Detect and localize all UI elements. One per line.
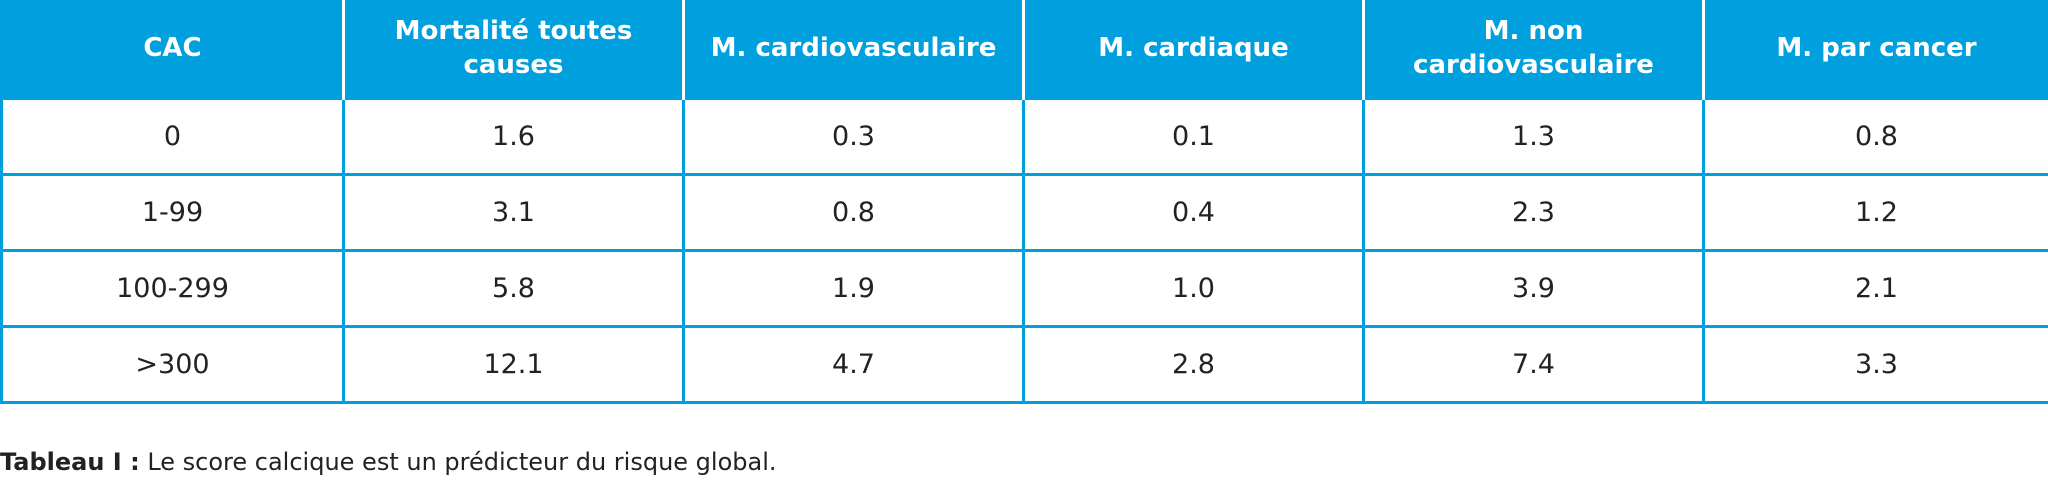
header-non-cardiovascular: M. non cardiovasculaire — [1362, 0, 1705, 98]
cell-cardiac: 0.1 — [1022, 96, 1365, 176]
table-row: >300 12.1 4.7 2.8 7.4 3.3 — [0, 324, 2048, 404]
cell-all-cause: 1.6 — [342, 96, 685, 176]
cell-all-cause: 3.1 — [342, 172, 685, 252]
table-caption: Tableau I : Le score calcique est un pré… — [0, 447, 777, 477]
header-cardiovascular: M. cardiovasculaire — [682, 0, 1025, 98]
cell-cancer: 3.3 — [1702, 324, 2048, 404]
cell-cardiovascular: 0.3 — [682, 96, 1025, 176]
table-row: 0 1.6 0.3 0.1 1.3 0.8 — [0, 96, 2048, 176]
cell-cardiac: 1.0 — [1022, 248, 1365, 328]
caption-text: Le score calcique est un prédicteur du r… — [139, 448, 777, 476]
cell-cac: >300 — [0, 324, 345, 404]
mortality-table: CAC Mortalité toutes causes M. cardiovas… — [0, 0, 2048, 404]
table-body: 0 1.6 0.3 0.1 1.3 0.8 1-99 3.1 0.8 0.4 2… — [0, 96, 2048, 404]
cell-non-cardiovascular: 2.3 — [1362, 172, 1705, 252]
header-cac: CAC — [0, 0, 345, 98]
header-cardiac: M. cardiaque — [1022, 0, 1365, 98]
cell-non-cardiovascular: 3.9 — [1362, 248, 1705, 328]
cell-cancer: 1.2 — [1702, 172, 2048, 252]
cell-cardiac: 0.4 — [1022, 172, 1365, 252]
cell-all-cause: 12.1 — [342, 324, 685, 404]
cell-cardiovascular: 0.8 — [682, 172, 1025, 252]
cell-cancer: 2.1 — [1702, 248, 2048, 328]
cell-all-cause: 5.8 — [342, 248, 685, 328]
table-header: CAC Mortalité toutes causes M. cardiovas… — [0, 0, 2048, 98]
cell-cancer: 0.8 — [1702, 96, 2048, 176]
cell-cac: 0 — [0, 96, 345, 176]
cell-cardiac: 2.8 — [1022, 324, 1365, 404]
cell-cardiovascular: 4.7 — [682, 324, 1025, 404]
header-all-cause-mortality: Mortalité toutes causes — [342, 0, 685, 98]
cell-cac: 100-299 — [0, 248, 345, 328]
mortality-table-container: CAC Mortalité toutes causes M. cardiovas… — [0, 0, 2048, 404]
table-row: 1-99 3.1 0.8 0.4 2.3 1.2 — [0, 172, 2048, 252]
cell-cac: 1-99 — [0, 172, 345, 252]
table-row: 100-299 5.8 1.9 1.0 3.9 2.1 — [0, 248, 2048, 328]
cell-non-cardiovascular: 1.3 — [1362, 96, 1705, 176]
header-row: CAC Mortalité toutes causes M. cardiovas… — [0, 0, 2048, 98]
caption-label: Tableau I : — [0, 448, 140, 476]
cell-non-cardiovascular: 7.4 — [1362, 324, 1705, 404]
header-cancer: M. par cancer — [1702, 0, 2048, 98]
cell-cardiovascular: 1.9 — [682, 248, 1025, 328]
